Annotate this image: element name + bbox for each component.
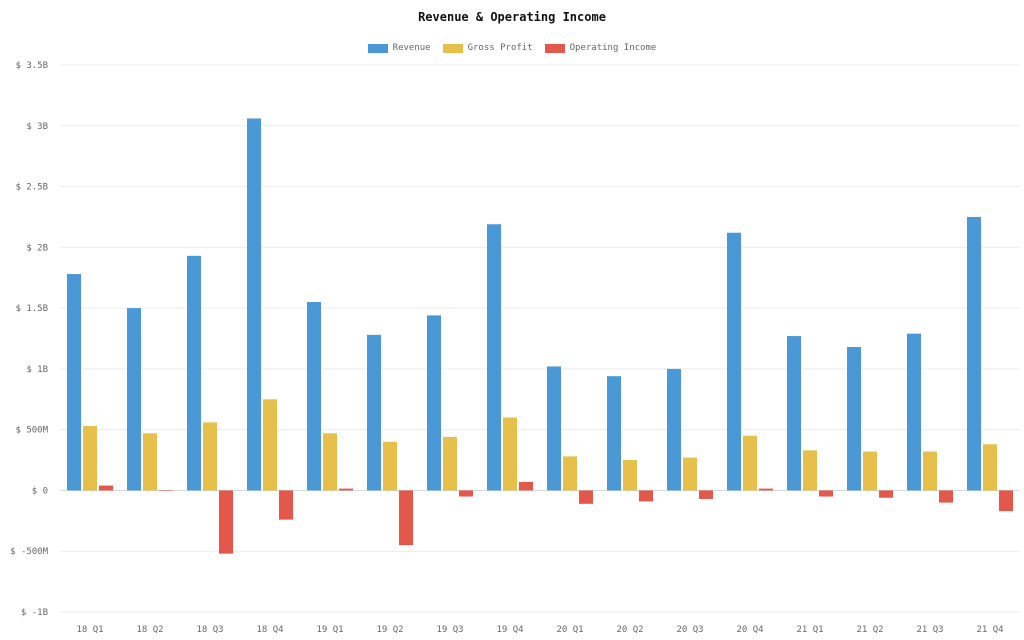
bar-operating-income[interactable] (879, 490, 893, 498)
bar-gross-profit[interactable] (83, 426, 97, 491)
legend-label: Operating Income (569, 43, 657, 53)
bar-revenue[interactable] (727, 232, 741, 491)
x-tick-label: 18 Q1 (76, 625, 103, 635)
y-tick-label: $ 2.5B (15, 183, 48, 193)
bar-revenue[interactable] (487, 224, 501, 491)
legend: Revenue Gross Profit Operating Income (0, 43, 1024, 53)
legend-swatch (544, 43, 565, 53)
bar-gross-profit[interactable] (923, 451, 937, 491)
bar-operating-income[interactable] (639, 490, 653, 502)
bar-revenue[interactable] (127, 308, 141, 491)
x-tick-label: 21 Q2 (856, 625, 883, 635)
bar-gross-profit[interactable] (383, 441, 397, 491)
bar-gross-profit[interactable] (143, 433, 157, 491)
bar-operating-income[interactable] (219, 490, 233, 554)
y-tick-label: $ -500M (10, 547, 49, 557)
bar-operating-income[interactable] (939, 490, 953, 503)
bar-operating-income[interactable] (99, 485, 113, 491)
x-tick-label: 21 Q4 (976, 625, 1003, 635)
x-tick-label: 20 Q4 (736, 625, 763, 635)
bar-gross-profit[interactable] (443, 436, 457, 491)
bar-gross-profit[interactable] (683, 457, 697, 491)
chart-title: Revenue & Operating Income (418, 10, 606, 24)
bar-operating-income[interactable] (999, 490, 1013, 512)
bar-operating-income[interactable] (459, 490, 473, 497)
bar-gross-profit[interactable] (623, 460, 637, 491)
bar-operating-income[interactable] (519, 481, 533, 491)
y-tick-label: $ 1B (26, 365, 48, 375)
bar-revenue[interactable] (67, 274, 81, 491)
x-tick-label: 20 Q3 (676, 625, 703, 635)
y-tick-label: $ 3.5B (15, 61, 48, 71)
bar-operating-income[interactable] (699, 490, 713, 499)
y-tick-label: $ 3B (26, 122, 48, 132)
bar-operating-income[interactable] (399, 490, 413, 546)
legend-item[interactable]: Gross Profit (442, 43, 533, 53)
x-tick-label: 18 Q3 (196, 625, 223, 635)
x-tick-label: 20 Q2 (616, 625, 643, 635)
legend-swatch (442, 43, 463, 53)
bar-revenue[interactable] (787, 336, 801, 491)
bar-revenue[interactable] (187, 255, 201, 491)
bar-revenue[interactable] (427, 315, 441, 491)
bar-gross-profit[interactable] (263, 399, 277, 491)
legend-item[interactable]: Operating Income (544, 43, 657, 53)
bar-operating-income[interactable] (759, 488, 773, 491)
y-tick-label: $ -1B (21, 608, 48, 618)
y-tick-label: $ 2B (26, 243, 48, 253)
legend-item[interactable]: Revenue (367, 43, 431, 53)
y-tick-label: $ 0 (32, 486, 48, 496)
bar-revenue[interactable] (367, 334, 381, 491)
y-tick-label: $ 500M (15, 426, 48, 436)
bar-gross-profit[interactable] (983, 444, 997, 491)
x-tick-label: 19 Q2 (376, 625, 403, 635)
bar-revenue[interactable] (547, 366, 561, 491)
x-tick-label: 21 Q1 (796, 625, 823, 635)
bar-revenue[interactable] (967, 216, 981, 491)
bar-revenue[interactable] (667, 368, 681, 491)
bar-operating-income[interactable] (279, 490, 293, 520)
x-tick-label: 21 Q3 (916, 625, 943, 635)
x-tick-label: 18 Q4 (256, 625, 283, 635)
bar-operating-income[interactable] (819, 490, 833, 497)
legend-label: Gross Profit (467, 43, 533, 53)
bar-operating-income[interactable] (579, 490, 593, 504)
bar-revenue[interactable] (907, 333, 921, 491)
bar-revenue[interactable] (247, 118, 261, 491)
x-tick-label: 20 Q1 (556, 625, 583, 635)
bar-revenue[interactable] (307, 302, 321, 491)
y-tick-label: $ 1.5B (15, 304, 48, 314)
bar-operating-income[interactable] (339, 488, 353, 491)
bar-gross-profit[interactable] (503, 417, 517, 491)
legend-swatch (367, 43, 388, 53)
x-tick-label: 19 Q3 (436, 625, 463, 635)
bar-gross-profit[interactable] (323, 433, 337, 491)
bar-gross-profit[interactable] (563, 456, 577, 491)
bar-gross-profit[interactable] (863, 451, 877, 491)
legend-label: Revenue (392, 43, 431, 53)
bar-gross-profit[interactable] (743, 435, 757, 491)
bar-revenue[interactable] (847, 347, 861, 491)
bar-revenue[interactable] (607, 376, 621, 491)
x-tick-label: 18 Q2 (136, 625, 163, 635)
x-tick-label: 19 Q1 (316, 625, 343, 635)
bar-gross-profit[interactable] (803, 450, 817, 491)
bar-operating-income[interactable] (159, 490, 173, 491)
bar-gross-profit[interactable] (203, 422, 217, 491)
x-tick-label: 19 Q4 (496, 625, 523, 635)
